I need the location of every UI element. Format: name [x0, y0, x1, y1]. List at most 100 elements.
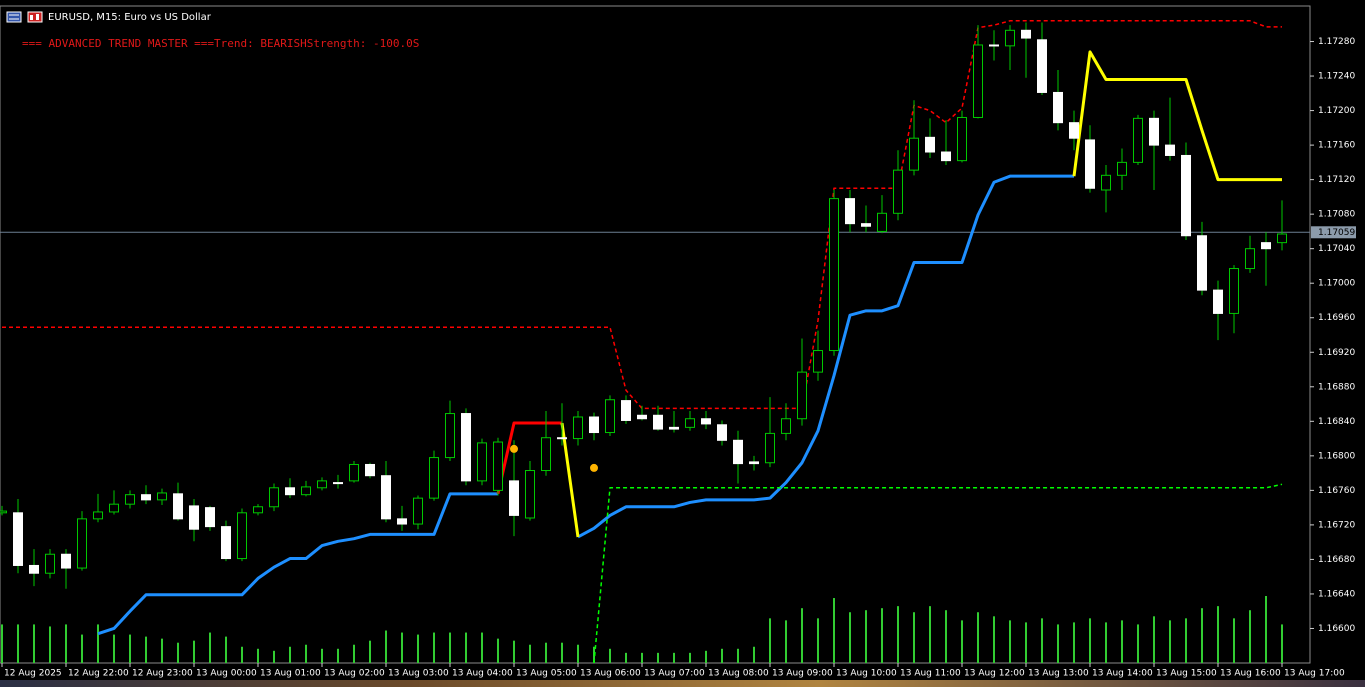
y-tick-label: 1.17000	[1318, 279, 1355, 289]
candle-body	[589, 416, 599, 434]
x-tick-label: 13 Aug 05:00	[516, 669, 577, 679]
candle-body	[797, 371, 807, 420]
candle-body	[285, 487, 295, 496]
candle-body	[29, 564, 39, 574]
candle-body	[1149, 117, 1159, 146]
indicator-text: === ADVANCED TREND MASTER ===Trend: BEAR…	[22, 37, 419, 50]
candle-body	[733, 439, 743, 465]
candle-body	[829, 198, 839, 352]
candle-body	[1213, 289, 1223, 314]
current-price-label: 1.17059	[1318, 228, 1355, 238]
candle-body	[1053, 91, 1063, 124]
candle-body	[157, 492, 167, 501]
candle-body	[1085, 139, 1095, 189]
candle-body	[269, 487, 279, 508]
candle-body	[493, 441, 503, 491]
y-tick-label: 1.16840	[1318, 417, 1355, 427]
candle-body	[1229, 268, 1239, 314]
candle-body	[877, 212, 887, 232]
x-tick-label: 12 Aug 2025	[4, 669, 62, 679]
candle-body	[237, 512, 247, 560]
candle-body	[253, 506, 263, 514]
plot-area	[0, 20, 1310, 663]
candle-body	[605, 399, 615, 434]
candle-body	[365, 463, 375, 477]
candle-body	[525, 470, 535, 519]
signal-dot	[590, 463, 598, 472]
candle-body	[957, 116, 967, 162]
x-tick-label: 13 Aug 07:00	[644, 669, 705, 679]
candle-body	[13, 512, 23, 566]
x-tick-label: 13 Aug 04:00	[452, 669, 513, 679]
candle-body	[717, 424, 727, 441]
x-tick-label: 13 Aug 01:00	[260, 669, 321, 679]
candle-body	[621, 400, 631, 421]
candle-body	[509, 480, 519, 516]
x-tick-label: 13 Aug 12:00	[964, 669, 1025, 679]
x-tick-label: 13 Aug 13:00	[1028, 669, 1089, 679]
candle-body	[413, 497, 423, 525]
chart-title: EURUSD, M15: Euro vs US Dollar	[48, 12, 212, 23]
plot-frame	[0, 5, 1311, 664]
y-tick-label: 1.16960	[1318, 313, 1355, 323]
y-tick-label: 1.16720	[1318, 520, 1355, 530]
candle-body	[749, 461, 759, 465]
x-tick-label: 12 Aug 22:00	[68, 669, 129, 679]
x-tick-label: 13 Aug 02:00	[324, 669, 385, 679]
y-tick-label: 1.17080	[1318, 210, 1355, 220]
candle-body	[541, 437, 551, 472]
candle-body	[1005, 29, 1015, 47]
candle-body	[893, 169, 903, 214]
x-tick-label: 13 Aug 15:00	[1156, 669, 1217, 679]
candle-body	[989, 44, 999, 47]
y-tick-label: 1.16800	[1318, 451, 1355, 461]
candle-body	[125, 494, 135, 505]
current-price-box	[1311, 226, 1356, 239]
desktop-strip	[0, 680, 1365, 687]
candle-body	[765, 432, 775, 464]
candle-body	[0, 510, 7, 514]
candle-body	[813, 350, 823, 373]
candle-body	[653, 414, 663, 430]
candle-body	[925, 136, 935, 153]
x-tick-label: 13 Aug 17:00	[1284, 669, 1345, 679]
candle-body	[1181, 154, 1191, 237]
y-tick-label: 1.16760	[1318, 486, 1355, 496]
x-tick-label: 13 Aug 00:00	[196, 669, 257, 679]
candle-body	[445, 413, 455, 459]
candle-body	[781, 418, 791, 434]
candle-body	[861, 223, 871, 227]
candle-body	[909, 137, 919, 171]
candle-body	[1197, 235, 1207, 291]
candle-body	[941, 151, 951, 162]
x-tick-label: 13 Aug 10:00	[836, 669, 897, 679]
x-tick-label: 13 Aug 16:00	[1220, 669, 1281, 679]
y-tick-label: 1.16680	[1318, 555, 1355, 565]
candle-body	[557, 437, 567, 440]
indicator-line	[97, 174, 1074, 636]
candle-body	[349, 463, 359, 482]
candle-body	[461, 413, 471, 482]
candle-body	[1245, 248, 1255, 270]
candle-body	[397, 518, 407, 525]
candle-body	[205, 507, 215, 528]
y-tick-label: 1.16640	[1318, 589, 1355, 599]
candle-body	[685, 418, 695, 428]
y-tick-label: 1.16600	[1318, 624, 1355, 634]
candle-body	[109, 503, 119, 513]
y-tick-label: 1.17040	[1318, 244, 1355, 254]
candle-body	[1069, 122, 1079, 139]
candle-body	[477, 442, 487, 482]
candle-body	[93, 511, 103, 520]
x-tick-label: 13 Aug 08:00	[708, 669, 769, 679]
y-tick-label: 1.17120	[1318, 175, 1355, 185]
candle-body	[61, 553, 71, 569]
candle-body	[1277, 233, 1287, 244]
indicator-line	[2, 20, 1282, 410]
symbol-icons	[6, 11, 43, 23]
candle-body	[301, 486, 311, 496]
y-tick-label: 1.17160	[1318, 141, 1355, 151]
candle-body	[173, 493, 183, 520]
